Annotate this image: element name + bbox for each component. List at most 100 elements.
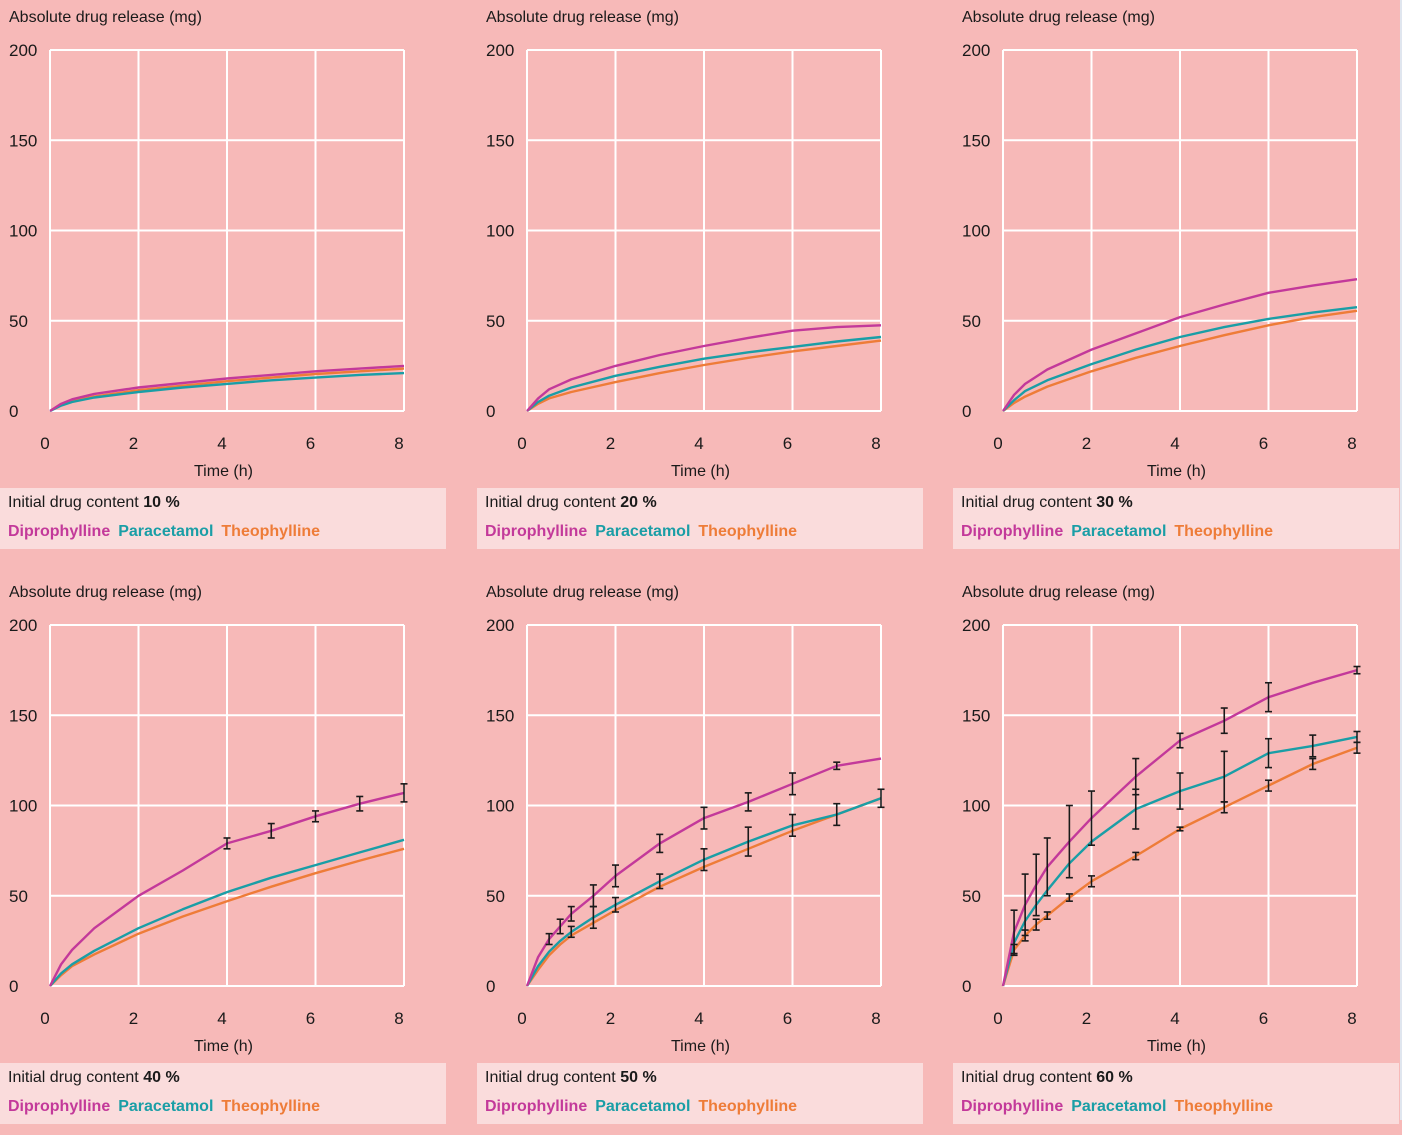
error-bar-diprophylline bbox=[612, 864, 619, 888]
legend-item-theophylline: Theophylline bbox=[221, 523, 321, 540]
x-tick-label: 0 bbox=[40, 1009, 49, 1028]
series-line-paracetamol bbox=[526, 335, 882, 412]
x-tick-label: 8 bbox=[1347, 434, 1356, 453]
x-tick-label: 0 bbox=[517, 1009, 526, 1028]
error-bar-paracetamol bbox=[612, 896, 619, 913]
y-tick-label: 100 bbox=[9, 222, 37, 241]
error-bar-theophylline bbox=[1309, 757, 1317, 771]
y-tick-label: 100 bbox=[962, 222, 990, 241]
x-tick-label: 6 bbox=[1259, 434, 1268, 453]
window-edge bbox=[1400, 0, 1402, 1120]
chart-panel-60: Absolute drug release (mg) 0 50 100 150 200 0 2… bbox=[953, 575, 1399, 1135]
error-bar-diprophylline bbox=[1220, 707, 1228, 735]
caption-prefix: Initial drug content bbox=[961, 1069, 1092, 1086]
caption-content-value: 30 % bbox=[1096, 494, 1133, 511]
legend: Diprophylline Paracetamol Theophylline bbox=[961, 523, 1281, 541]
error-bar-diprophylline bbox=[223, 837, 231, 850]
y-tick-label: 200 bbox=[962, 41, 990, 60]
x-tick-label: 4 bbox=[1170, 434, 1179, 453]
y-tick-label: 150 bbox=[486, 706, 514, 725]
caption-box: Initial drug content 20 % Diprophylline Pa… bbox=[477, 488, 923, 549]
y-tick-label: 150 bbox=[9, 131, 37, 150]
error-bar-diprophylline bbox=[356, 795, 364, 812]
chart-svg: 0 50 100 150 200 0 2 4 6 8 bbox=[486, 41, 882, 453]
error-bar-paracetamol bbox=[1309, 734, 1317, 758]
legend-item-diprophylline: Diprophylline bbox=[485, 523, 588, 540]
x-tick-label: 4 bbox=[1170, 1009, 1179, 1028]
x-tick-label: 2 bbox=[1082, 434, 1091, 453]
caption-content-line: Initial drug content 30 % bbox=[961, 494, 1133, 512]
series-line-diprophylline bbox=[526, 324, 882, 412]
error-bar-diprophylline bbox=[656, 833, 664, 854]
x-tick-label: 6 bbox=[306, 1009, 315, 1028]
series-line-paracetamol bbox=[49, 838, 405, 987]
y-axis-label: Absolute drug release (mg) bbox=[962, 584, 1155, 601]
legend-item-paracetamol: Paracetamol bbox=[595, 523, 691, 540]
error-bar-diprophylline bbox=[312, 810, 319, 823]
x-tick-label: 0 bbox=[993, 434, 1002, 453]
error-bar-theophylline bbox=[1132, 851, 1140, 861]
error-bar-paracetamol bbox=[700, 848, 708, 872]
x-axis-label: Time (h) bbox=[671, 1038, 730, 1055]
x-tick-label: 2 bbox=[129, 1009, 138, 1028]
error-bar-theophylline bbox=[1065, 893, 1073, 902]
x-tick-label: 2 bbox=[129, 434, 138, 453]
caption-prefix: Initial drug content bbox=[8, 494, 139, 511]
legend-item-theophylline: Theophylline bbox=[221, 1098, 321, 1115]
x-tick-label: 0 bbox=[40, 434, 49, 453]
error-bar-paracetamol bbox=[1132, 788, 1140, 830]
caption-content-line: Initial drug content 10 % bbox=[8, 494, 180, 512]
y-tick-label: 0 bbox=[962, 977, 971, 996]
y-tick-label: 0 bbox=[486, 402, 495, 421]
y-tick-label: 50 bbox=[9, 312, 28, 331]
caption-prefix: Initial drug content bbox=[961, 494, 1092, 511]
y-tick-label: 0 bbox=[962, 402, 971, 421]
legend: Diprophylline Paracetamol Theophylline bbox=[8, 523, 328, 541]
series-line-paracetamol bbox=[1002, 306, 1358, 412]
legend-item-theophylline: Theophylline bbox=[698, 523, 798, 540]
error-bar-diprophylline bbox=[1088, 790, 1095, 847]
caption-content-line: Initial drug content 40 % bbox=[8, 1069, 180, 1087]
series-line-diprophylline bbox=[1002, 278, 1358, 412]
caption-content-value: 60 % bbox=[1096, 1069, 1133, 1086]
error-bar-diprophylline bbox=[1043, 837, 1051, 897]
chart-panel-10: Absolute drug release (mg) 0 50 100 150 200 0 2… bbox=[0, 0, 446, 560]
x-tick-label: 8 bbox=[394, 434, 403, 453]
legend: Diprophylline Paracetamol Theophylline bbox=[485, 1098, 805, 1116]
x-tick-label: 2 bbox=[606, 1009, 615, 1028]
series-line-theophylline bbox=[49, 847, 405, 987]
x-tick-label: 4 bbox=[217, 434, 226, 453]
y-tick-label: 150 bbox=[962, 131, 990, 150]
x-tick-label: 2 bbox=[1082, 1009, 1091, 1028]
error-bar-theophylline bbox=[1032, 918, 1040, 931]
x-tick-label: 2 bbox=[606, 434, 615, 453]
y-tick-label: 200 bbox=[486, 41, 514, 60]
x-axis-label: Time (h) bbox=[1147, 463, 1206, 480]
error-bar-theophylline bbox=[1043, 911, 1051, 921]
y-tick-label: 100 bbox=[9, 797, 37, 816]
error-bar-diprophylline bbox=[1032, 853, 1040, 917]
legend-item-paracetamol: Paracetamol bbox=[118, 1098, 214, 1115]
y-tick-label: 100 bbox=[962, 797, 990, 816]
legend-item-paracetamol: Paracetamol bbox=[1071, 523, 1167, 540]
x-tick-label: 6 bbox=[306, 434, 315, 453]
legend: Diprophylline Paracetamol Theophylline bbox=[8, 1098, 328, 1116]
legend-item-diprophylline: Diprophylline bbox=[961, 523, 1064, 540]
legend-item-theophylline: Theophylline bbox=[1174, 1098, 1274, 1115]
error-bar-theophylline bbox=[1220, 801, 1228, 814]
caption-prefix: Initial drug content bbox=[8, 1069, 139, 1086]
caption-prefix: Initial drug content bbox=[485, 494, 616, 511]
y-tick-label: 0 bbox=[486, 977, 495, 996]
y-tick-label: 50 bbox=[9, 887, 28, 906]
x-tick-label: 0 bbox=[993, 1009, 1002, 1028]
x-axis-label: Time (h) bbox=[671, 463, 730, 480]
legend-item-paracetamol: Paracetamol bbox=[118, 523, 214, 540]
y-axis-label: Absolute drug release (mg) bbox=[486, 9, 679, 26]
error-bar-diprophylline bbox=[1176, 732, 1184, 749]
caption-box: Initial drug content 30 % Diprophylline Pa… bbox=[953, 488, 1399, 549]
y-axis-label: Absolute drug release (mg) bbox=[9, 9, 202, 26]
series-line-paracetamol bbox=[49, 371, 405, 413]
caption-content-line: Initial drug content 50 % bbox=[485, 1069, 657, 1087]
y-tick-label: 0 bbox=[9, 402, 18, 421]
x-axis-label: Time (h) bbox=[194, 1038, 253, 1055]
